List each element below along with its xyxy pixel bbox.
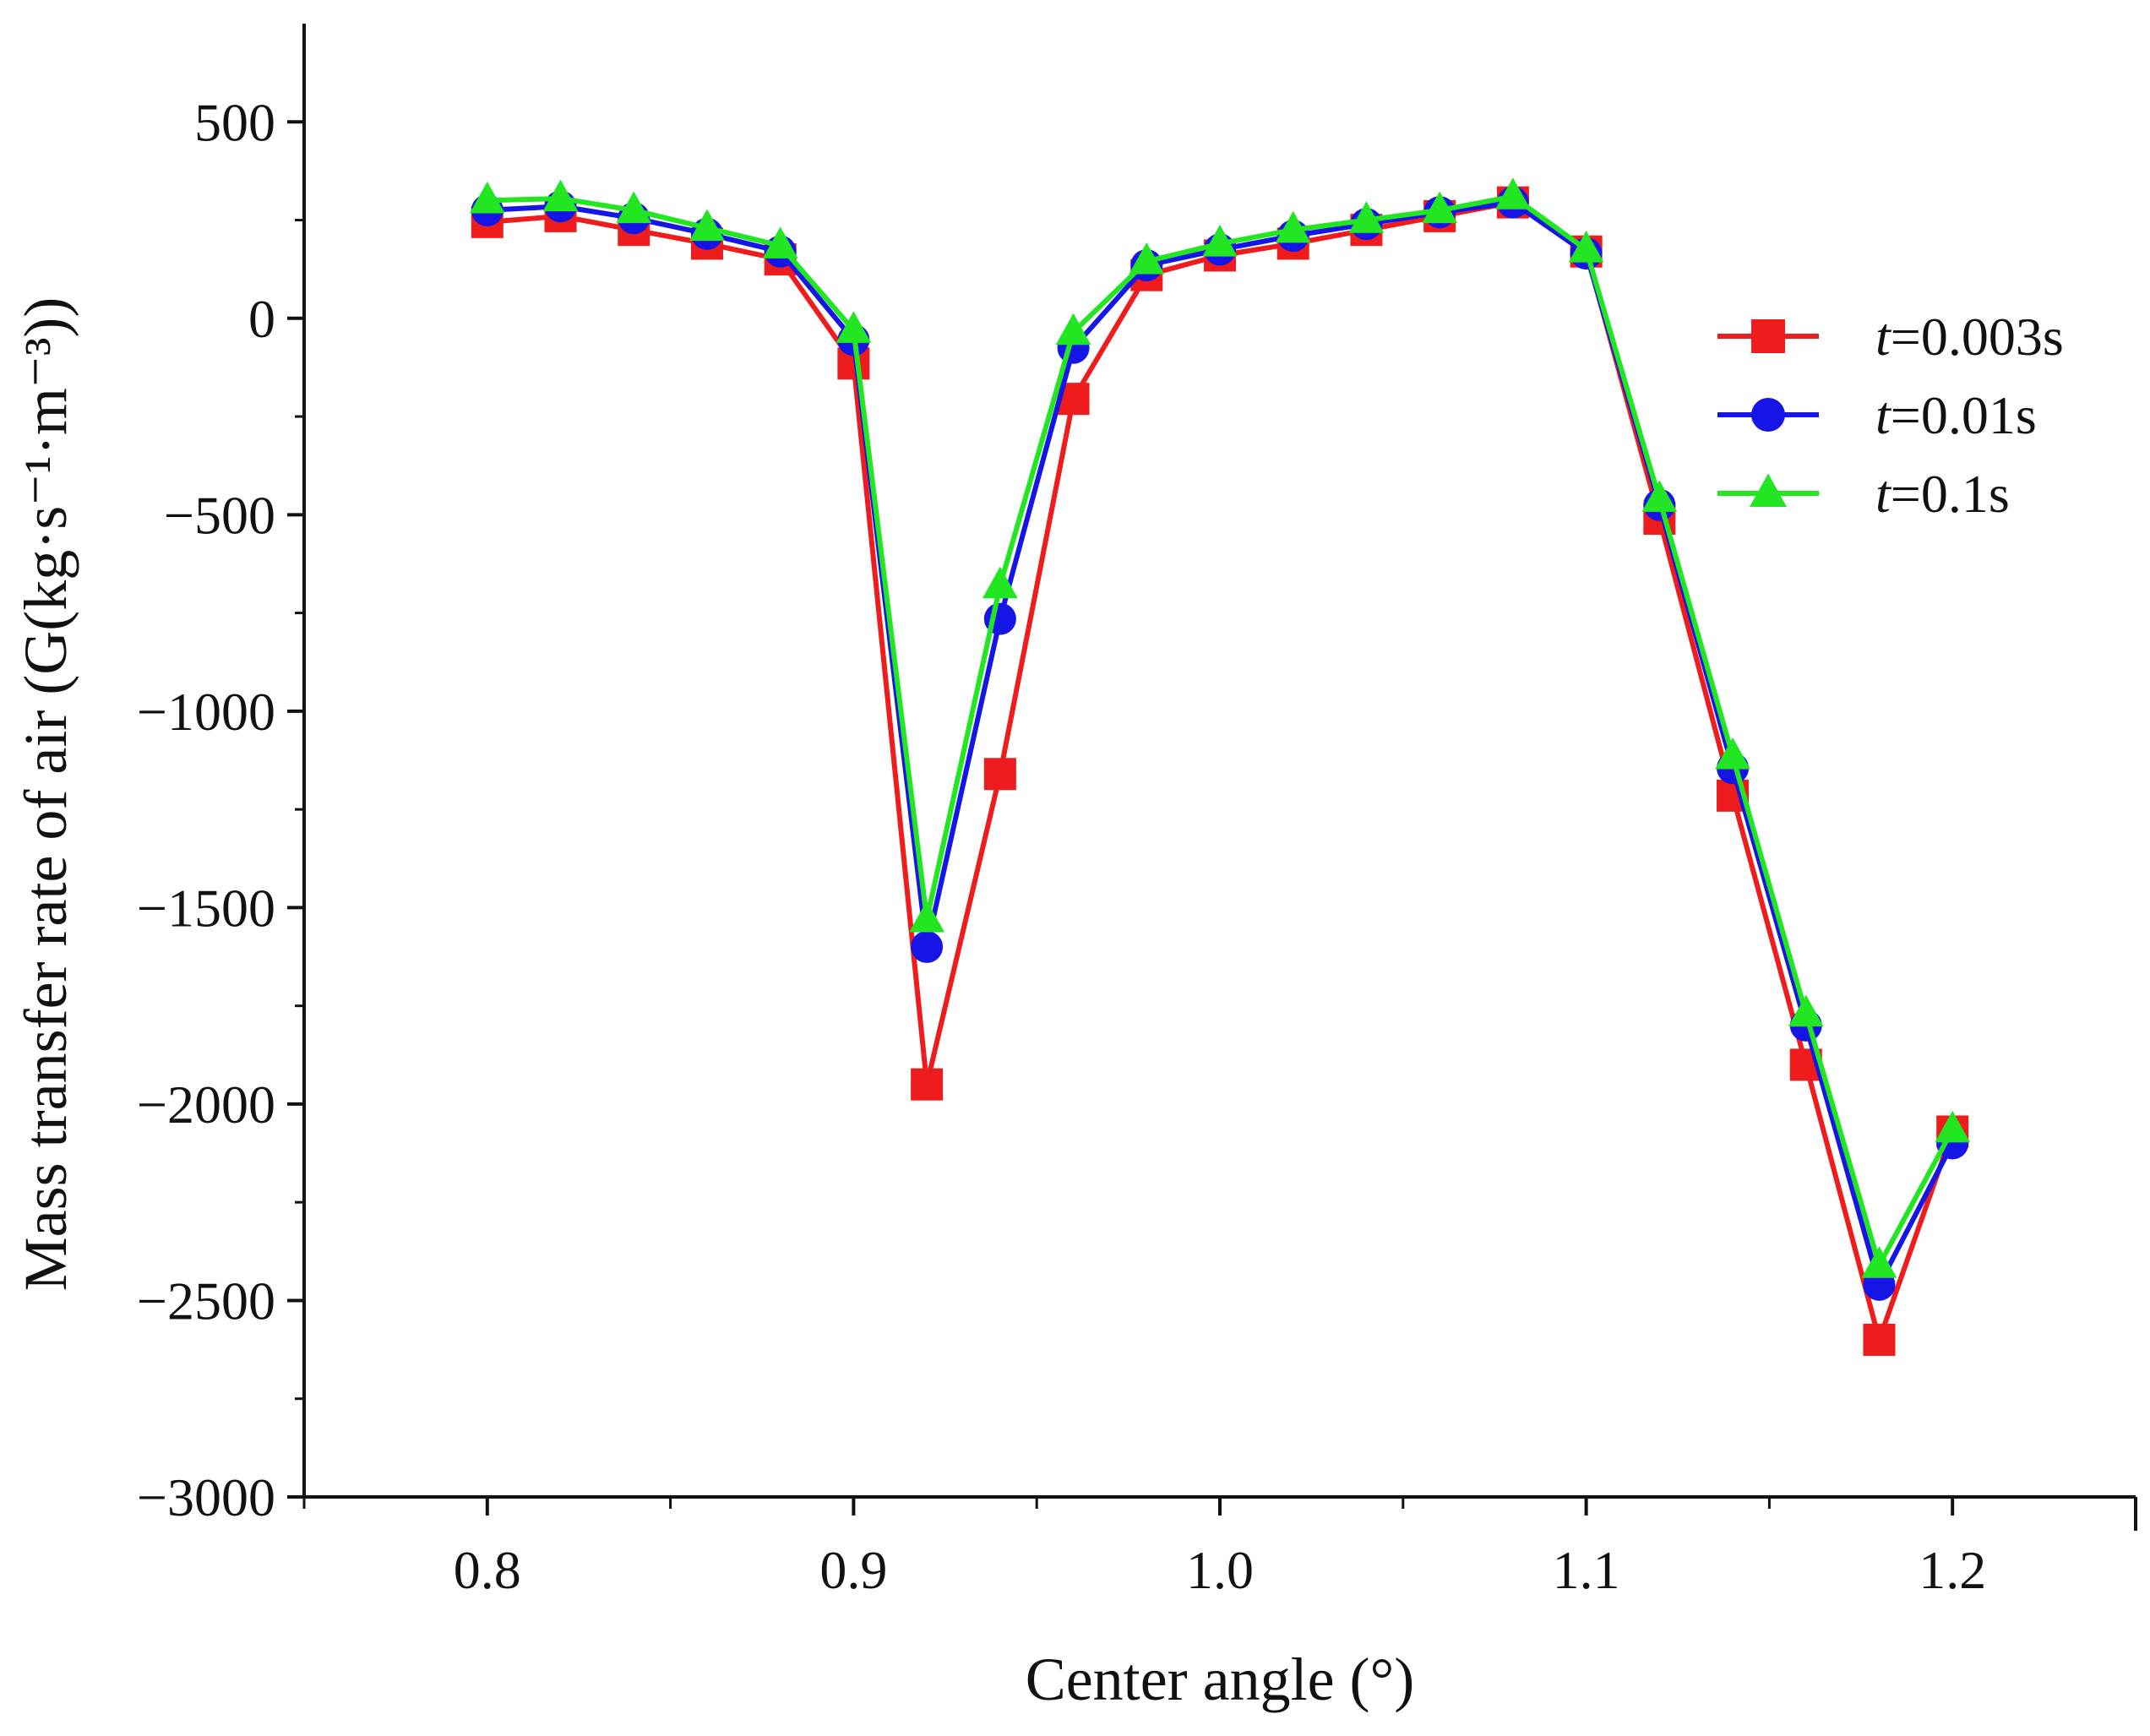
y-axis-title: Mass transfer rate of air (G(kg·s⁻¹·m⁻³)…: [12, 297, 79, 1292]
y-tick-label: −500: [164, 485, 275, 545]
data-point: [689, 209, 725, 241]
x-tick-label: 1.1: [1553, 1540, 1620, 1600]
data-point: [982, 566, 1018, 599]
data-point: [1494, 177, 1531, 210]
legend-entry: t=0.1s: [1717, 464, 2010, 524]
y-tick-label: −1500: [137, 878, 275, 938]
data-point: [983, 758, 1016, 791]
legend-label-var: t: [1875, 464, 1892, 524]
series-triangle-2: [469, 177, 1971, 1278]
legend-entry: t=0.01s: [1717, 385, 2037, 445]
y-tick-label: −2000: [137, 1075, 275, 1135]
data-point: [469, 181, 505, 214]
legend-label: t=0.1s: [1875, 464, 2010, 524]
legend-label-var: t: [1875, 307, 1892, 367]
y-tick-label: −1000: [137, 682, 275, 742]
data-point: [1935, 1110, 1971, 1143]
legend-label-value: =0.1s: [1891, 464, 2010, 524]
data-point: [1788, 994, 1824, 1027]
data-point: [1641, 480, 1678, 512]
data-point: [542, 179, 579, 212]
legend-label-var: t: [1875, 385, 1892, 445]
data-point: [1055, 313, 1091, 346]
data-point: [1202, 225, 1238, 257]
x-tick-label: 1.0: [1186, 1540, 1254, 1600]
data-point: [1861, 1246, 1897, 1278]
y-tick-label: 0: [248, 289, 275, 349]
data-point: [1568, 231, 1604, 263]
data-point: [1129, 242, 1165, 275]
legend-label: t=0.01s: [1875, 385, 2037, 445]
x-tick-label: 0.9: [819, 1540, 887, 1600]
data-point: [909, 900, 945, 933]
x-tick-label: 0.8: [454, 1540, 521, 1600]
data-point: [1348, 201, 1385, 233]
axes: 500 0 −500 −1000 −1500 −2000 −2500 −3000 0.8 0.9 1…: [137, 24, 2137, 1600]
data-point: [911, 1068, 944, 1101]
y-tick-label: 500: [194, 92, 275, 152]
legend-marker: [1750, 473, 1787, 507]
data-point: [616, 191, 652, 224]
legend-marker: [1751, 398, 1785, 432]
y-tick-label: −2500: [137, 1271, 275, 1331]
data-point: [1715, 737, 1750, 770]
data-point: [1275, 210, 1311, 243]
x-axis-title: Center angle (°): [1026, 1646, 1415, 1713]
legend-label-value: =0.01s: [1891, 385, 2037, 445]
data-point: [911, 930, 944, 963]
x-tick-label: 1.2: [1919, 1540, 1986, 1600]
y-tick-label: −3000: [137, 1467, 275, 1527]
legend-label: t=0.003s: [1875, 307, 2064, 367]
data-point: [762, 226, 798, 258]
data-point: [1422, 191, 1458, 224]
legend-entry: t=0.003s: [1717, 307, 2064, 367]
legend-marker: [1751, 319, 1785, 353]
plot-series: [469, 177, 1971, 1356]
data-point: [1863, 1323, 1896, 1356]
data-point: [836, 311, 872, 343]
legend-label-value: =0.003s: [1891, 307, 2064, 367]
